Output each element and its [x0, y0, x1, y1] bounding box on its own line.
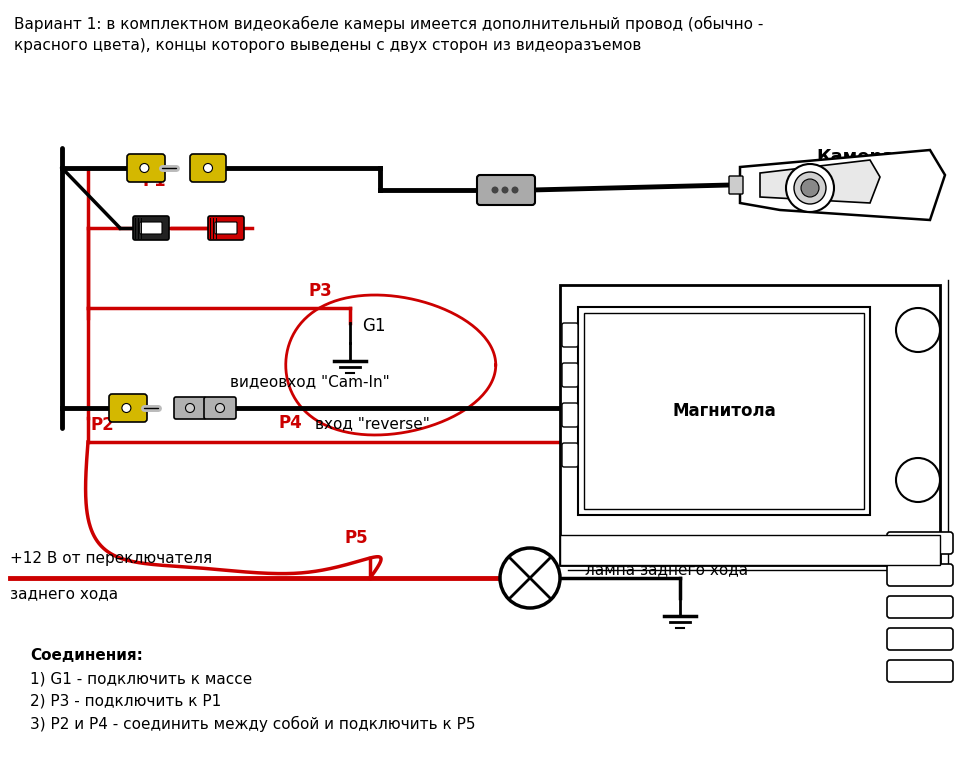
Circle shape [500, 548, 560, 608]
FancyBboxPatch shape [562, 363, 578, 387]
Circle shape [786, 164, 834, 212]
Polygon shape [740, 150, 945, 220]
FancyBboxPatch shape [127, 154, 165, 182]
FancyBboxPatch shape [887, 628, 953, 650]
Polygon shape [760, 160, 880, 203]
Ellipse shape [215, 403, 225, 413]
Text: Камера: Камера [817, 148, 895, 166]
FancyBboxPatch shape [887, 564, 953, 586]
FancyBboxPatch shape [215, 222, 237, 234]
FancyBboxPatch shape [562, 443, 578, 467]
Bar [560, 535, 940, 565]
Circle shape [896, 458, 940, 502]
Ellipse shape [185, 403, 195, 413]
Text: 3) Р2 и Р4 - соединить между собой и подключить к Р5: 3) Р2 и Р4 - соединить между собой и под… [30, 716, 475, 732]
Circle shape [794, 172, 826, 204]
Text: вход "reverse": вход "reverse" [315, 416, 430, 431]
Ellipse shape [204, 163, 212, 173]
Bar [578, 307, 870, 515]
FancyBboxPatch shape [562, 323, 578, 347]
Text: Р3: Р3 [308, 282, 332, 300]
FancyBboxPatch shape [562, 403, 578, 427]
FancyBboxPatch shape [204, 397, 236, 419]
Circle shape [896, 308, 940, 352]
Text: Соединения:: Соединения: [30, 648, 143, 663]
Circle shape [501, 187, 509, 194]
Text: 2) Р3 - подключить к Р1: 2) Р3 - подключить к Р1 [30, 694, 221, 709]
FancyBboxPatch shape [208, 216, 244, 240]
FancyBboxPatch shape [887, 596, 953, 618]
FancyBboxPatch shape [887, 660, 953, 682]
FancyBboxPatch shape [109, 394, 147, 422]
FancyBboxPatch shape [190, 154, 226, 182]
Text: видеовход "Cam-In": видеовход "Cam-In" [230, 374, 390, 389]
Text: Р2: Р2 [90, 416, 113, 434]
Text: 1) G1 - подключить к массе: 1) G1 - подключить к массе [30, 672, 252, 687]
Text: Магнитола: Магнитола [672, 402, 776, 420]
Circle shape [492, 187, 498, 194]
Bar [560, 285, 940, 565]
Text: Р4: Р4 [278, 414, 301, 432]
Text: +12 В от переключателя: +12 В от переключателя [10, 551, 212, 566]
Bar [584, 313, 864, 509]
Circle shape [801, 179, 819, 197]
FancyBboxPatch shape [140, 222, 162, 234]
Ellipse shape [122, 403, 131, 413]
FancyBboxPatch shape [887, 532, 953, 554]
Text: заднего хода: заднего хода [10, 586, 118, 601]
Text: Вариант 1: в комплектном видеокабеле камеры имеется дополнительный провод (обычн: Вариант 1: в комплектном видеокабеле кам… [14, 16, 763, 33]
Circle shape [512, 187, 518, 194]
Text: Р1: Р1 [142, 172, 166, 190]
Ellipse shape [140, 163, 149, 173]
Text: G1: G1 [362, 317, 386, 335]
Text: Р5: Р5 [345, 529, 369, 547]
Text: красного цвета), концы которого выведены с двух сторон из видеоразъемов: красного цвета), концы которого выведены… [14, 38, 641, 53]
FancyBboxPatch shape [133, 216, 169, 240]
FancyBboxPatch shape [477, 175, 535, 205]
Text: лампа заднего хода: лампа заднего хода [585, 563, 748, 577]
FancyBboxPatch shape [729, 176, 743, 194]
FancyBboxPatch shape [174, 397, 206, 419]
